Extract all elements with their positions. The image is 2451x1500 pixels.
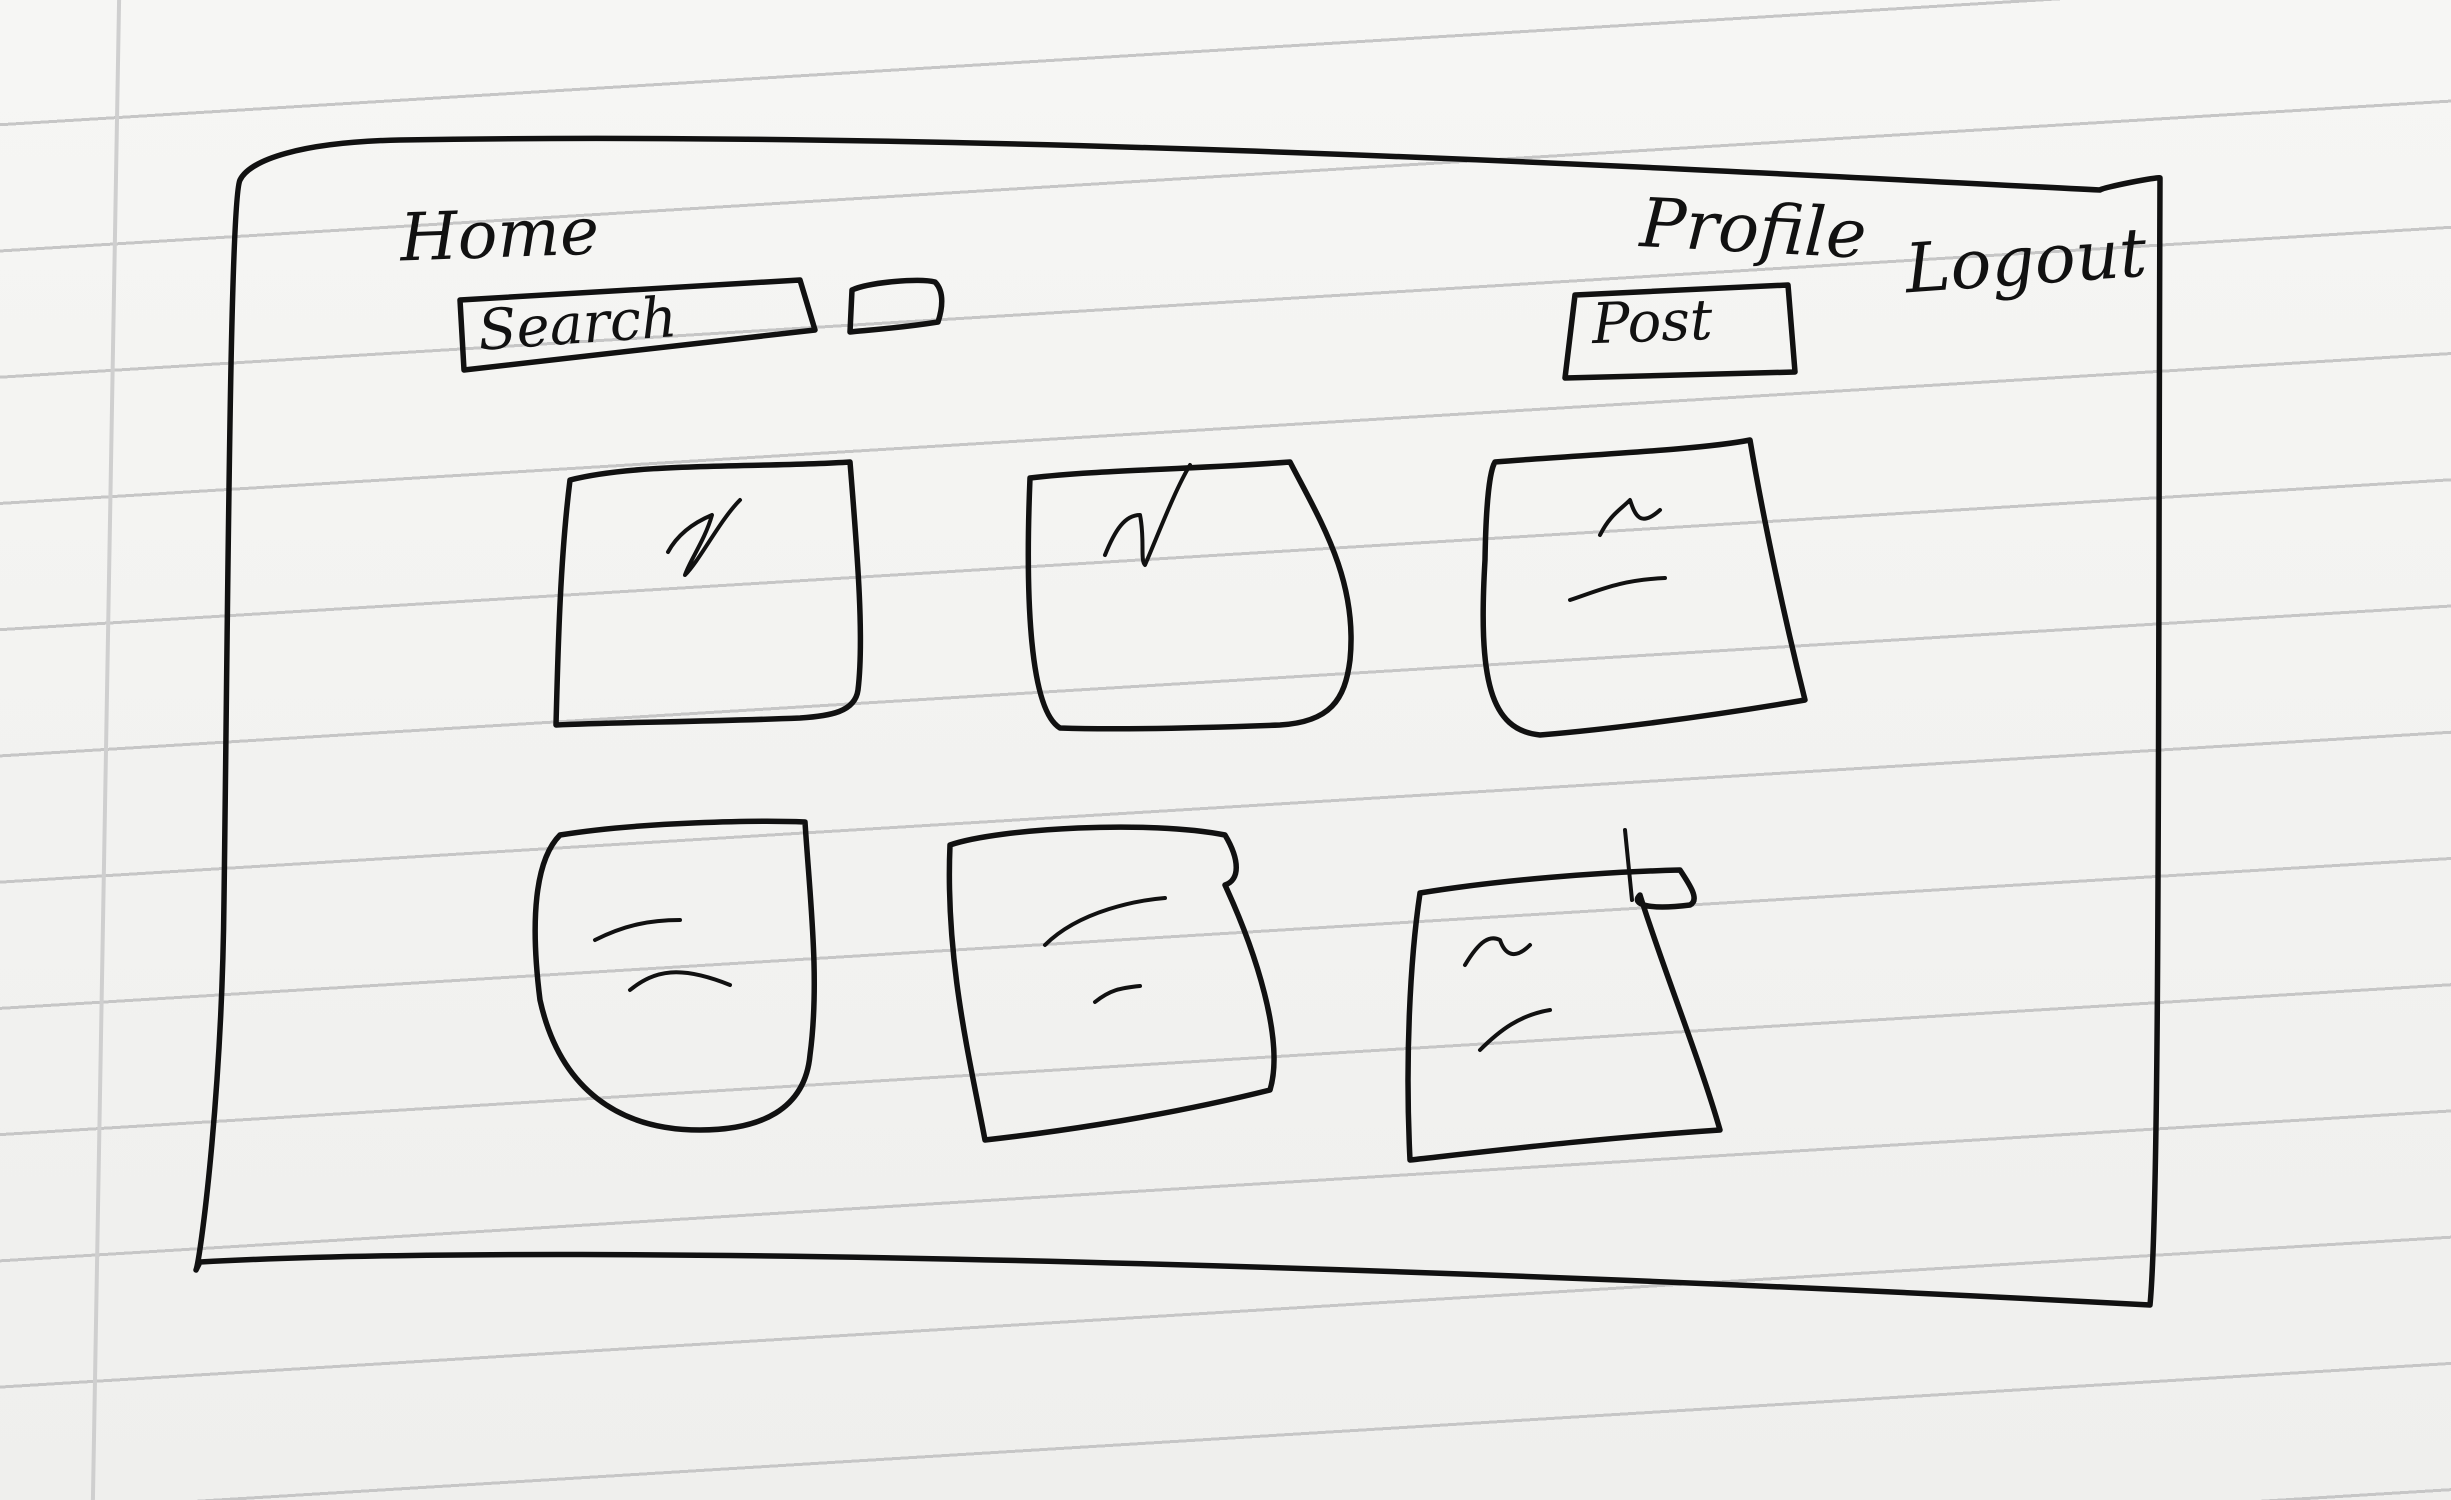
image-placeholder-icon [666, 498, 742, 577]
grid-card[interactable] [553, 459, 864, 728]
window-frame [193, 135, 2163, 1308]
image-placeholder-icon [593, 918, 732, 992]
card-frame [1405, 867, 1723, 1163]
nav-profile-link[interactable]: Profile [1638, 184, 1869, 275]
nav-logout-link[interactable]: Logout [1902, 213, 2150, 310]
card-frame [532, 818, 818, 1133]
post-button-label: Post [1590, 287, 1714, 358]
image-placeholder-icon [1463, 936, 1552, 1052]
image-placeholder-icon [1568, 498, 1667, 602]
grid-card[interactable] [1480, 437, 1808, 738]
card-frame [1025, 459, 1354, 732]
nav-home-link[interactable]: Home [398, 192, 601, 277]
card-frame [553, 459, 864, 728]
grid-card[interactable] [1405, 828, 1723, 1163]
card-frame [1480, 437, 1808, 738]
grid-card[interactable] [946, 824, 1277, 1143]
search-input-label: Search [475, 285, 680, 364]
grid-card[interactable] [532, 818, 818, 1133]
card-frame [946, 824, 1277, 1143]
grid-card[interactable] [1025, 459, 1354, 732]
post-button[interactable] [1562, 282, 1798, 381]
image-placeholder-icon [1043, 896, 1167, 1004]
search-button[interactable] [847, 277, 945, 335]
search-input[interactable] [457, 277, 818, 373]
divider-line [1623, 828, 1634, 902]
image-placeholder-icon [1103, 463, 1192, 567]
